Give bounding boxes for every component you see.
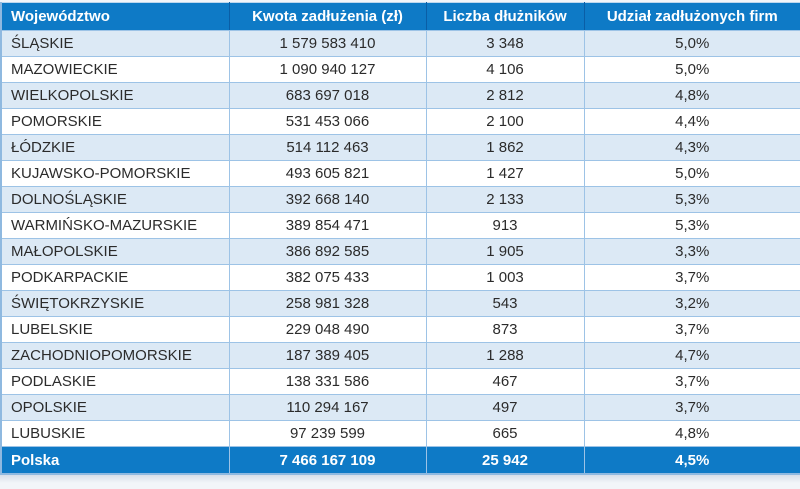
cell-wojewodztwo: ŚWIĘTOKRZYSKIE [0, 290, 230, 317]
cell-wojewodztwo: ŚLĄSKIE [0, 30, 230, 57]
table-row: WARMIŃSKO-MAZURSKIE 389 854 471 913 5,3% [0, 212, 800, 239]
cell-udzial-zadluzonych-firm: 4,7% [583, 342, 800, 369]
cell-kwota-zadluzenia: 229 048 490 [228, 316, 427, 343]
table-row: ŁÓDZKIE 514 112 463 1 862 4,3% [0, 134, 800, 161]
cell-liczba-dluznikow: 543 [425, 290, 585, 317]
table-row: ZACHODNIOPOMORSKIE 187 389 405 1 288 4,7% [0, 342, 800, 369]
bottom-strip [0, 475, 800, 483]
totals-label: Polska [1, 446, 229, 474]
cell-kwota-zadluzenia: 138 331 586 [228, 368, 427, 395]
cell-liczba-dluznikow: 3 348 [425, 30, 585, 57]
cell-kwota-zadluzenia: 386 892 585 [228, 238, 427, 265]
table-row: OPOLSKIE 110 294 167 497 3,7% [0, 394, 800, 421]
cell-wojewodztwo: PODLASKIE [0, 368, 230, 395]
table-row: DOLNOŚLĄSKIE 392 668 140 2 133 5,3% [0, 186, 800, 213]
totals-kwota-zadluzenia: 7 466 167 109 [228, 446, 426, 474]
cell-udzial-zadluzonych-firm: 5,0% [583, 30, 800, 57]
table-row: PODLASKIE 138 331 586 467 3,7% [0, 368, 800, 395]
voivodeship-debt-table: Województwo Kwota zadłużenia (zł) Liczba… [0, 2, 800, 475]
cell-liczba-dluznikow: 1 905 [425, 238, 585, 265]
cell-wojewodztwo: MAŁOPOLSKIE [0, 238, 230, 265]
cell-wojewodztwo: WARMIŃSKO-MAZURSKIE [0, 212, 230, 239]
cell-liczba-dluznikow: 2 133 [425, 186, 585, 213]
cell-udzial-zadluzonych-firm: 3,2% [583, 290, 800, 317]
cell-udzial-zadluzonych-firm: 5,3% [583, 186, 800, 213]
cell-kwota-zadluzenia: 392 668 140 [228, 186, 427, 213]
cell-wojewodztwo: KUJAWSKO-POMORSKIE [0, 160, 230, 187]
table-row: LUBELSKIE 229 048 490 873 3,7% [0, 316, 800, 343]
cell-udzial-zadluzonych-firm: 5,0% [583, 160, 800, 187]
table-row: WIELKOPOLSKIE 683 697 018 2 812 4,8% [0, 82, 800, 109]
cell-kwota-zadluzenia: 493 605 821 [228, 160, 427, 187]
cell-wojewodztwo: PODKARPACKIE [0, 264, 230, 291]
cell-liczba-dluznikow: 873 [425, 316, 585, 343]
table-row: MAZOWIECKIE 1 090 940 127 4 106 5,0% [0, 56, 800, 83]
cell-liczba-dluznikow: 2 812 [425, 82, 585, 109]
table-row: MAŁOPOLSKIE 386 892 585 1 905 3,3% [0, 238, 800, 265]
cell-udzial-zadluzonych-firm: 3,7% [583, 368, 800, 395]
cell-kwota-zadluzenia: 258 981 328 [228, 290, 427, 317]
cell-udzial-zadluzonych-firm: 4,3% [583, 134, 800, 161]
cell-udzial-zadluzonych-firm: 4,8% [583, 420, 800, 447]
cell-kwota-zadluzenia: 1 579 583 410 [228, 30, 427, 57]
cell-liczba-dluznikow: 1 862 [425, 134, 585, 161]
cell-liczba-dluznikow: 2 100 [425, 108, 585, 135]
table-row: POMORSKIE 531 453 066 2 100 4,4% [0, 108, 800, 135]
cell-udzial-zadluzonych-firm: 3,7% [583, 264, 800, 291]
cell-liczba-dluznikow: 4 106 [425, 56, 585, 83]
cell-liczba-dluznikow: 467 [425, 368, 585, 395]
totals-udzial-zadluzonych-firm: 4,5% [583, 446, 800, 474]
table-row: LUBUSKIE 97 239 599 665 4,8% [0, 420, 800, 447]
table-row: KUJAWSKO-POMORSKIE 493 605 821 1 427 5,0% [0, 160, 800, 187]
header-row: Województwo Kwota zadłużenia (zł) Liczba… [1, 2, 800, 31]
cell-wojewodztwo: LUBELSKIE [0, 316, 230, 343]
cell-liczba-dluznikow: 1 288 [425, 342, 585, 369]
cell-kwota-zadluzenia: 389 854 471 [228, 212, 427, 239]
cell-udzial-zadluzonych-firm: 5,3% [583, 212, 800, 239]
cell-udzial-zadluzonych-firm: 5,0% [583, 56, 800, 83]
column-header-udzial-zadluzonych-firm: Udział zadłużonych firm [583, 2, 800, 31]
table-row: ŚLĄSKIE 1 579 583 410 3 348 5,0% [0, 30, 800, 57]
cell-kwota-zadluzenia: 382 075 433 [228, 264, 427, 291]
cell-kwota-zadluzenia: 1 090 940 127 [228, 56, 427, 83]
cell-wojewodztwo: WIELKOPOLSKIE [0, 82, 230, 109]
cell-wojewodztwo: LUBUSKIE [0, 420, 230, 447]
cell-liczba-dluznikow: 497 [425, 394, 585, 421]
cell-wojewodztwo: ZACHODNIOPOMORSKIE [0, 342, 230, 369]
cell-udzial-zadluzonych-firm: 4,8% [583, 82, 800, 109]
cell-wojewodztwo: ŁÓDZKIE [0, 134, 230, 161]
cell-kwota-zadluzenia: 110 294 167 [228, 394, 427, 421]
cell-liczba-dluznikow: 665 [425, 420, 585, 447]
totals-row: Polska 7 466 167 109 25 942 4,5% [1, 446, 800, 474]
cell-kwota-zadluzenia: 531 453 066 [228, 108, 427, 135]
cell-liczba-dluznikow: 913 [425, 212, 585, 239]
cell-kwota-zadluzenia: 683 697 018 [228, 82, 427, 109]
table-body: ŚLĄSKIE 1 579 583 410 3 348 5,0% MAZOWIECKIE… [0, 30, 800, 447]
cell-liczba-dluznikow: 1 003 [425, 264, 585, 291]
cell-wojewodztwo: DOLNOŚLĄSKIE [0, 186, 230, 213]
cell-kwota-zadluzenia: 514 112 463 [228, 134, 427, 161]
table-row: PODKARPACKIE 382 075 433 1 003 3,7% [0, 264, 800, 291]
cell-udzial-zadluzonych-firm: 4,4% [583, 108, 800, 135]
column-header-kwota-zadluzenia: Kwota zadłużenia (zł) [228, 2, 426, 31]
totals-liczba-dluznikow: 25 942 [425, 446, 584, 474]
cell-kwota-zadluzenia: 97 239 599 [228, 420, 427, 447]
cell-wojewodztwo: POMORSKIE [0, 108, 230, 135]
cell-wojewodztwo: OPOLSKIE [0, 394, 230, 421]
cell-udzial-zadluzonych-firm: 3,7% [583, 394, 800, 421]
column-header-liczba-dluznikow: Liczba dłużników [425, 2, 584, 31]
cell-udzial-zadluzonych-firm: 3,3% [583, 238, 800, 265]
table-row: ŚWIĘTOKRZYSKIE 258 981 328 543 3,2% [0, 290, 800, 317]
cell-wojewodztwo: MAZOWIECKIE [0, 56, 230, 83]
cell-udzial-zadluzonych-firm: 3,7% [583, 316, 800, 343]
cell-liczba-dluznikow: 1 427 [425, 160, 585, 187]
cell-kwota-zadluzenia: 187 389 405 [228, 342, 427, 369]
column-header-wojewodztwo: Województwo [1, 2, 229, 31]
